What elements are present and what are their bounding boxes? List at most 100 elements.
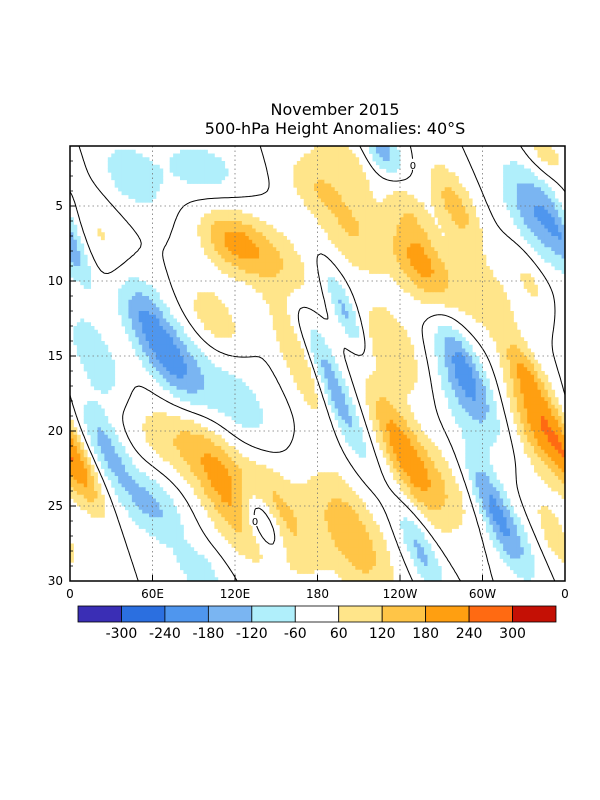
heatmap-cell — [327, 217, 332, 222]
heatmap-cell — [375, 371, 380, 376]
heatmap-cell — [365, 393, 370, 398]
heatmap-cell — [252, 258, 257, 263]
heatmap-cell — [121, 161, 126, 166]
heatmap-cell — [441, 194, 446, 199]
heatmap-cell — [441, 236, 446, 241]
heatmap-cell — [186, 374, 191, 379]
heatmap-cell — [341, 239, 346, 244]
heatmap-cell — [107, 359, 112, 364]
heatmap-cell — [406, 262, 411, 267]
heatmap-cell — [396, 281, 401, 286]
heatmap-cell — [176, 168, 181, 173]
heatmap-cell — [375, 236, 380, 241]
heatmap-cell — [427, 262, 432, 267]
heatmap-cell — [540, 389, 545, 394]
heatmap-cell — [537, 367, 542, 372]
heatmap-cell — [90, 371, 95, 376]
heatmap-cell — [107, 157, 112, 162]
heatmap-cell — [221, 254, 226, 259]
heatmap-cell — [241, 404, 246, 409]
heatmap-cell — [537, 247, 542, 252]
heatmap-cell — [362, 239, 367, 244]
heatmap-cell — [221, 161, 226, 166]
heatmap-cell — [200, 311, 205, 316]
heatmap-cell — [345, 224, 349, 229]
heatmap-cell — [334, 172, 339, 177]
heatmap-cell — [551, 202, 556, 207]
heatmap-cell — [393, 168, 397, 173]
heatmap-cell — [224, 254, 229, 259]
heatmap-cell — [235, 397, 239, 402]
heatmap-cell — [458, 341, 463, 346]
heatmap-cell — [331, 296, 336, 301]
heatmap-cell — [255, 224, 260, 229]
heatmap-cell — [128, 187, 133, 192]
heatmap-cell — [365, 202, 370, 207]
heatmap-cell — [465, 408, 470, 413]
heatmap-cell — [310, 404, 315, 409]
heatmap-cell — [375, 232, 380, 237]
heatmap-cell — [224, 172, 229, 177]
heatmap-cell — [369, 333, 373, 338]
heatmap-cell — [303, 168, 308, 173]
heatmap-cell — [382, 322, 387, 327]
heatmap-cell — [510, 209, 514, 214]
heatmap-cell — [547, 254, 552, 259]
heatmap-cell — [338, 382, 342, 387]
heatmap-cell — [465, 311, 470, 316]
heatmap-cell — [379, 269, 384, 274]
heatmap-cell — [455, 239, 459, 244]
heatmap-cell — [547, 389, 552, 394]
heatmap-cell — [324, 213, 329, 218]
heatmap-cell — [372, 209, 377, 214]
heatmap-cell — [338, 311, 342, 316]
heatmap-cell — [527, 386, 532, 391]
heatmap-cell — [327, 224, 332, 229]
heatmap-cell — [331, 239, 336, 244]
heatmap-cell — [513, 412, 518, 417]
heatmap-cell — [348, 251, 353, 256]
heatmap-cell — [80, 269, 85, 274]
heatmap-cell — [248, 221, 253, 226]
heatmap-cell — [248, 213, 253, 218]
heatmap-cell — [231, 393, 236, 398]
heatmap-cell — [235, 224, 239, 229]
heatmap-cell — [561, 224, 565, 229]
heatmap-cell — [386, 318, 391, 323]
heatmap-cell — [173, 153, 177, 158]
heatmap-cell — [410, 277, 415, 282]
heatmap-cell — [338, 224, 342, 229]
heatmap-cell — [231, 254, 236, 259]
heatmap-cell — [448, 221, 452, 226]
heatmap-cell — [303, 179, 308, 184]
heatmap-cell — [224, 243, 229, 248]
heatmap-cell — [176, 416, 181, 421]
heatmap-cell — [358, 217, 363, 222]
heatmap-cell — [558, 236, 562, 241]
heatmap-cell — [523, 198, 528, 203]
heatmap-cell — [492, 329, 497, 334]
heatmap-cell — [224, 412, 229, 417]
heatmap-cell — [207, 363, 212, 368]
heatmap-cell — [396, 191, 401, 196]
heatmap-cell — [210, 299, 215, 304]
heatmap-cell — [317, 153, 322, 158]
heatmap-cell — [410, 209, 415, 214]
heatmap-cell — [379, 213, 384, 218]
heatmap-cell — [272, 318, 277, 323]
heatmap-cell — [369, 262, 373, 267]
heatmap-cell — [145, 314, 150, 319]
heatmap-cell — [448, 228, 452, 233]
heatmap-cell — [348, 157, 353, 162]
heatmap-cell — [461, 194, 466, 199]
heatmap-cell — [138, 348, 143, 353]
heatmap-cell — [276, 281, 281, 286]
heatmap-cell — [506, 363, 511, 368]
heatmap-cell — [296, 183, 301, 188]
heatmap-cell — [355, 262, 360, 267]
heatmap-cell — [434, 224, 439, 229]
heatmap-cell — [465, 292, 470, 297]
heatmap-cell — [406, 284, 411, 289]
heatmap-cell — [506, 337, 511, 342]
